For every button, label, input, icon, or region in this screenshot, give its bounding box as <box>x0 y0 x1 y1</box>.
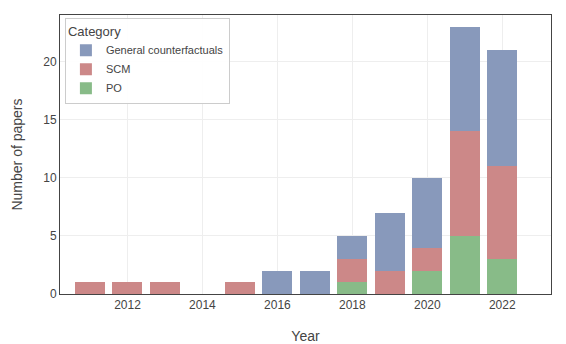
svg-text:PO: PO <box>106 82 122 94</box>
svg-text:2022: 2022 <box>489 298 516 312</box>
svg-text:Category: Category <box>68 24 121 39</box>
svg-text:2020: 2020 <box>414 298 441 312</box>
svg-text:5: 5 <box>50 229 57 243</box>
svg-text:2014: 2014 <box>189 298 216 312</box>
svg-text:2016: 2016 <box>264 298 291 312</box>
svg-text:SCM: SCM <box>106 63 130 75</box>
svg-text:Number of papers: Number of papers <box>9 98 25 210</box>
svg-text:20: 20 <box>43 55 57 69</box>
svg-text:Year: Year <box>291 328 320 344</box>
svg-text:2018: 2018 <box>339 298 366 312</box>
svg-text:2012: 2012 <box>114 298 141 312</box>
svg-text:15: 15 <box>43 113 57 127</box>
svg-text:10: 10 <box>43 171 57 185</box>
svg-text:General counterfactuals: General counterfactuals <box>106 44 223 56</box>
svg-text:0: 0 <box>50 287 57 301</box>
